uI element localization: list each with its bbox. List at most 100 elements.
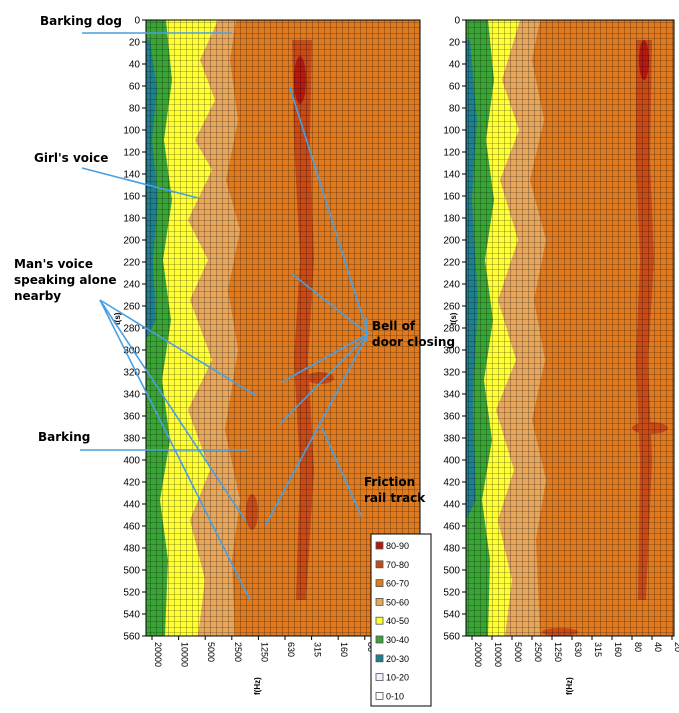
left-y-tick-label: 500 — [123, 566, 140, 577]
right-y-tick-label: 300 — [443, 346, 460, 357]
left-x-tick-label: 5000 — [206, 642, 216, 662]
legend-swatch — [375, 560, 384, 569]
legend-label: 40-50 — [386, 616, 409, 626]
right-y-tick-label: 200 — [443, 236, 460, 247]
legend-label: 70-80 — [386, 560, 409, 570]
legend-swatch — [375, 616, 384, 625]
right-y-tick-label: 120 — [443, 148, 460, 159]
left-y-tick-label: 360 — [123, 412, 140, 423]
right-y-tick-label: 160 — [443, 192, 460, 203]
legend-swatch — [375, 598, 384, 606]
right-x-tick-label: 10000 — [493, 642, 503, 667]
left-y-tick-label: 40 — [129, 60, 141, 71]
right-x-tick-label: 160 — [613, 642, 623, 657]
left-x-tick-label: 315 — [313, 642, 323, 657]
legend-label: 10-20 — [386, 673, 409, 683]
right-x-axis-label: f(Hz) — [565, 677, 574, 695]
right-y-ticks: 0 20 40 60 80 100 120 140 160 180 200 220 240 260 280 3… — [443, 16, 466, 643]
right-y-tick-label: 220 — [443, 258, 460, 269]
right-y-tick-label: 440 — [443, 500, 460, 511]
left-y-tick-label: 200 — [123, 236, 140, 247]
annotation-lines — [80, 32, 369, 601]
left-y-tick-label: 420 — [123, 478, 140, 489]
left-y-tick-label: 460 — [123, 522, 140, 533]
left-y-tick-label: 60 — [129, 82, 141, 93]
bell-line-3 — [281, 333, 369, 383]
right-y-tick-label: 140 — [443, 170, 460, 181]
left-y-tick-label: 180 — [123, 214, 140, 225]
annotation-girls-voice: Girl's voice — [34, 151, 108, 165]
legend-swatch — [375, 541, 384, 550]
right-x-tick-label: 2500 — [533, 642, 543, 662]
annotation-bell-1: Bell of — [372, 319, 416, 333]
bell-line-5 — [264, 333, 369, 527]
girls-voice-line — [81, 167, 199, 199]
left-y-tick-label: 400 — [123, 456, 140, 467]
left-y-tick-label: 120 — [123, 148, 140, 159]
legend-swatch — [375, 654, 384, 663]
left-y-tick-label: 220 — [123, 258, 140, 269]
right-y-tick-label: 360 — [443, 412, 460, 423]
right-y-tick-label: 520 — [443, 588, 460, 599]
right-y-tick-label: 240 — [443, 280, 460, 291]
right-spectrogram: 0 20 40 60 80 100 120 140 160 180 200 220 240 260 280 3… — [443, 16, 679, 696]
right-x-tick-label: 1250 — [553, 642, 563, 662]
left-y-tick-label: 280 — [123, 324, 140, 335]
right-x-tick-label: 5000 — [513, 642, 523, 662]
left-y-tick-label: 340 — [123, 390, 140, 401]
left-y-tick-label: 440 — [123, 500, 140, 511]
left-y-tick-label: 0 — [134, 16, 140, 27]
right-x-ticks: 20000 10000 5000 2500 1250 630 315 160 80 40 20 — [471, 636, 679, 667]
left-spectrogram: 0 20 40 60 80 100 120 140 160 180 200 220 240 260 280 3… — [113, 16, 429, 696]
right-y-tick-label: 20 — [449, 38, 461, 49]
left-y-tick-label: 20 — [129, 38, 141, 49]
annotation-barking-dog: Barking dog — [40, 14, 122, 28]
mans-voice-line-2 — [99, 299, 246, 521]
bell-line-4 — [279, 333, 369, 425]
legend-swatch — [375, 673, 384, 681]
legend-label: 50-60 — [386, 597, 409, 607]
right-grid — [466, 20, 674, 636]
right-y-tick-label: 560 — [443, 632, 460, 643]
left-grid — [146, 20, 420, 636]
left-x-tick-label: 2500 — [233, 642, 243, 662]
annotation-friction-2: rail track — [364, 491, 426, 505]
left-x-tick-label: 10000 — [180, 642, 190, 667]
left-y-tick-label: 480 — [123, 544, 140, 555]
annotation-barking: Barking — [38, 430, 90, 444]
legend: 80-90 70-80 60-70 50-60 40-50 30-40 20-30 10-20… — [370, 533, 432, 707]
left-y-tick-label: 240 — [123, 280, 140, 291]
left-x-tick-label: 1250 — [259, 642, 269, 662]
left-y-axis-label: t(s) — [113, 312, 122, 325]
right-y-tick-label: 480 — [443, 544, 460, 555]
left-y-tick-label: 260 — [123, 302, 140, 313]
left-x-tick-label: 20000 — [153, 642, 163, 667]
annotation-friction-1: Friction — [364, 475, 415, 489]
mans-voice-line-1 — [99, 299, 256, 396]
right-y-tick-label: 400 — [443, 456, 460, 467]
left-y-tick-label: 560 — [123, 632, 140, 643]
left-y-tick-label: 520 — [123, 588, 140, 599]
bell-line-1 — [289, 87, 369, 335]
left-y-ticks: 0 20 40 60 80 100 120 140 160 180 200 220 240 260 280 3… — [123, 16, 146, 643]
legend-swatch — [375, 635, 384, 644]
left-y-tick-label: 300 — [123, 346, 140, 357]
left-y-tick-label: 80 — [129, 104, 141, 115]
right-x-tick-label: 80 — [633, 642, 643, 652]
right-y-tick-label: 0 — [454, 16, 460, 27]
left-y-tick-label: 140 — [123, 170, 140, 181]
legend-swatch — [375, 579, 384, 587]
right-y-tick-label: 80 — [449, 104, 461, 115]
left-x-tick-label: 160 — [339, 642, 349, 657]
right-x-tick-label: 20 — [673, 642, 679, 652]
left-y-tick-label: 380 — [123, 434, 140, 445]
legend-label: 80-90 — [386, 541, 409, 551]
annotation-mans-voice-3: nearby — [14, 289, 61, 303]
left-y-tick-label: 540 — [123, 610, 140, 621]
right-y-tick-label: 280 — [443, 324, 460, 335]
legend-swatch — [375, 692, 384, 700]
right-heat-bands — [466, 20, 674, 636]
legend-label: 20-30 — [386, 654, 409, 664]
legend-label: 0-10 — [386, 691, 404, 701]
right-x-tick-label: 40 — [653, 642, 663, 652]
